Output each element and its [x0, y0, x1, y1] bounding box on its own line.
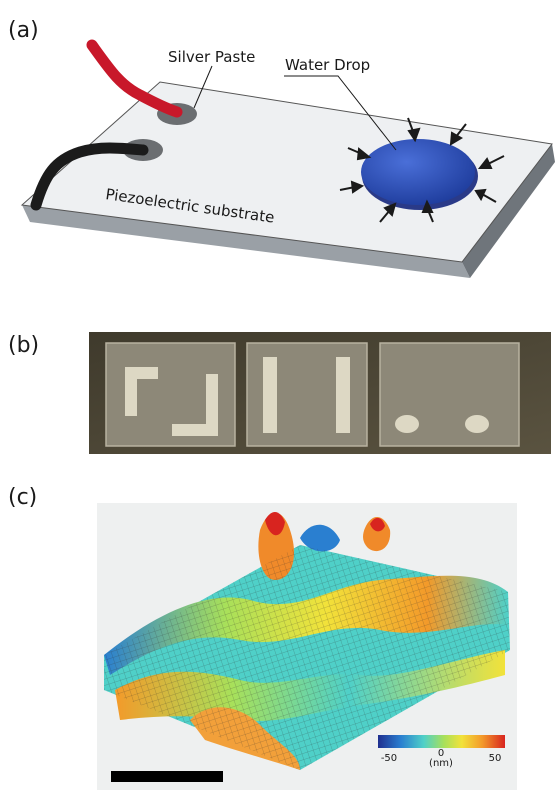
substrate-side [22, 205, 470, 278]
panel-a-schematic: Silver Paste Water Drop Piezoelectric su… [20, 39, 555, 278]
scale-bar [111, 771, 223, 782]
colorbar-tick-min: -50 [381, 753, 397, 764]
electrode-dot-2 [465, 415, 489, 433]
electrode-dot-1 [395, 415, 419, 433]
substrate-top [20, 81, 553, 263]
panel-b-label: (b) [8, 333, 40, 358]
electrode-l-2 [172, 374, 218, 436]
colorbar-tick-zero: 0 [438, 748, 444, 759]
pressure-arrows [339, 117, 505, 223]
panel-a-label: (a) [8, 18, 39, 43]
colorbar-tick-max: 50 [489, 753, 502, 764]
surface [104, 511, 510, 770]
silver-paste-leader [193, 65, 213, 109]
panel-c-label: (c) [8, 485, 38, 510]
water-drop [361, 139, 475, 205]
water-drop-leader [284, 75, 397, 151]
colorbar-unit: (nm) [429, 758, 453, 769]
red-wire [86, 39, 183, 118]
electrode-l-1 [125, 367, 158, 416]
water-drop-label: Water Drop [285, 56, 370, 74]
colorbar [378, 735, 505, 748]
electrode-bar-2 [336, 357, 350, 433]
electrode-bar-1 [263, 357, 277, 433]
substrate-side-right [462, 144, 555, 278]
silver-paste-label: Silver Paste [168, 48, 255, 66]
black-wire [30, 142, 149, 211]
